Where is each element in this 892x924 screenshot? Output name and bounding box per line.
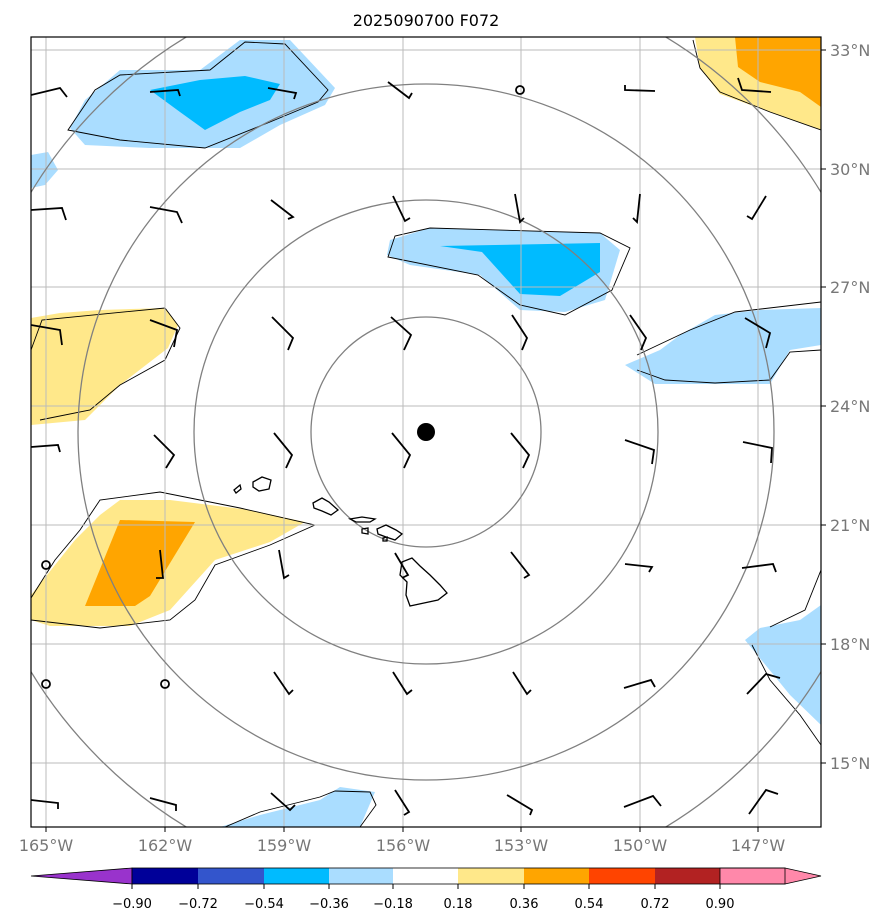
lat-tick-label: 21°N: [830, 516, 870, 535]
island-kauai: [252, 476, 272, 492]
island-lanai: [361, 527, 369, 535]
colorbar-segment: [198, 868, 264, 884]
storm-center-marker: [417, 423, 435, 441]
colorbar-segment: [264, 868, 329, 884]
range-ring-3: [77, 83, 775, 781]
map-area: [31, 37, 821, 827]
lon-tick-label: 150°W: [613, 836, 668, 855]
lon-axis: 165°W 162°W 159°W 156°W 153°W 150°W 147°…: [19, 827, 786, 855]
plot-title: 2025090700 F072: [353, 11, 500, 30]
island-maui: [376, 524, 404, 541]
colorbar-segment: [524, 868, 589, 884]
field-light-yellow: [31, 308, 178, 425]
shaded-field: [31, 37, 821, 827]
map-frame: [30, 36, 822, 828]
field-blue: [440, 243, 600, 296]
colorbar-segment: [132, 868, 198, 884]
field-orange: [735, 37, 821, 107]
field-light-blue: [625, 308, 821, 384]
field-blue: [150, 76, 280, 130]
lat-tick-label: 33°N: [830, 41, 870, 60]
lon-tick-label: 153°W: [494, 836, 549, 855]
lat-tick-label: 27°N: [830, 278, 870, 297]
colorbar-segment: [393, 868, 458, 884]
island-oahu: [312, 497, 340, 516]
colorbar-tick-label: 0.54: [575, 897, 604, 912]
colorbar-tick-label: −0.72: [178, 897, 218, 912]
field-light-blue: [745, 605, 821, 725]
lat-tick-label: 30°N: [830, 160, 870, 179]
wind-barbs: [31, 77, 781, 816]
colorbar-over-triangle: [719, 867, 822, 885]
lon-tick-label: 147°W: [731, 836, 786, 855]
island-hawaii: [399, 557, 448, 607]
lat-tick-label: 24°N: [830, 397, 870, 416]
colorbar-tick-label: −0.54: [244, 897, 284, 912]
island-molokai: [347, 516, 377, 523]
lon-tick-label: 159°W: [257, 836, 312, 855]
range-ring-1: [310, 316, 542, 548]
field-light-blue: [220, 787, 375, 827]
range-rings: [31, 37, 821, 827]
island-kahoolawe: [382, 536, 388, 542]
lat-tick-label: 15°N: [830, 754, 870, 773]
colorbar-segment: [589, 868, 655, 884]
lat-tick-label: 18°N: [830, 635, 870, 654]
colorbar-tick-label: 0.72: [641, 897, 670, 912]
colorbar-segment: [458, 868, 524, 884]
colorbar-segment: [329, 868, 393, 884]
colorbar-tick-label: −0.18: [373, 897, 413, 912]
colorbar-segment: [655, 868, 720, 884]
colorbar: −0.90 −0.72 −0.54 −0.36 −0.18 0.18 0.36 …: [30, 867, 822, 912]
colorbar-tick-label: −0.36: [309, 897, 349, 912]
lon-tick-label: 156°W: [376, 836, 431, 855]
colorbar-under-triangle: [30, 867, 133, 885]
colorbar-tick-label: −0.90: [112, 897, 152, 912]
colorbar-tick-label: 0.18: [444, 897, 473, 912]
island-niihau: [233, 483, 242, 494]
lon-tick-label: 165°W: [19, 836, 74, 855]
colorbar-tick-label: 0.36: [510, 897, 539, 912]
lon-tick-label: 162°W: [138, 836, 193, 855]
colorbar-tick-label: 0.90: [706, 897, 735, 912]
coastline: [233, 476, 448, 607]
lat-axis: 33°N 30°N 27°N 24°N 21°N 18°N 15°N: [821, 41, 870, 773]
range-ring-2: [193, 199, 659, 665]
